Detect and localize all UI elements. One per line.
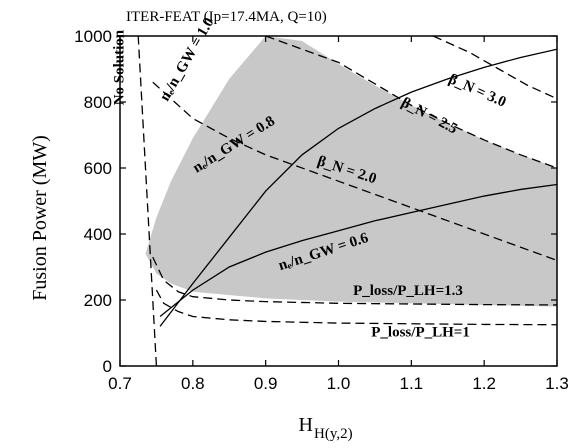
y-tick-label: 200 <box>84 291 112 310</box>
series-line-7 <box>137 36 158 366</box>
x-tick-label: 1.2 <box>472 374 496 393</box>
x-axis-label: H <box>299 414 313 436</box>
series-line-2 <box>152 256 557 306</box>
curve-annotation: P_loss/P_LH=1.3 <box>353 283 463 299</box>
curve-annotation: nₑ/n_GW = 1.0 <box>157 15 218 104</box>
y-tick-label: 400 <box>84 225 112 244</box>
plot-area: 0.7 0.8 0.9 1.0 1.1 1.2 1.3 0 200 400 600 800 1000 No… <box>74 15 569 393</box>
y-tick-label: 0 <box>103 357 112 376</box>
curve-annotation: No Solution <box>112 29 128 105</box>
series-line-4 <box>152 81 557 262</box>
series-line-3 <box>155 289 557 326</box>
series-line-1 <box>159 183 557 318</box>
x-tick-label: 0.8 <box>181 374 205 393</box>
shaded-region <box>145 36 557 307</box>
y-tick-label: 1000 <box>74 27 112 46</box>
y-axis-label: Fusion Power (MW) <box>29 135 51 301</box>
chart-title: ITER-FEAT (Ip=17.4MA, Q=10) <box>126 9 327 25</box>
series-line-5 <box>265 36 557 169</box>
series-line-6 <box>432 36 557 100</box>
curve-annotation: β_N = 3.0 <box>446 71 508 110</box>
y-tick-label: 600 <box>84 159 112 178</box>
x-axis-label-main: H <box>299 414 313 436</box>
series-line-0 <box>159 48 557 327</box>
y-tick-label: 800 <box>84 93 112 112</box>
x-tick-label: 1.1 <box>400 374 424 393</box>
x-tick-label: 1.0 <box>327 374 351 393</box>
x-tick-label: 0.9 <box>254 374 278 393</box>
curve-annotation: P_loss/P_LH=1 <box>371 324 470 340</box>
x-axis-label-subscript: H(y,2) <box>314 426 353 442</box>
x-tick-label: 0.7 <box>108 374 132 393</box>
x-tick-label: 1.3 <box>545 374 569 393</box>
